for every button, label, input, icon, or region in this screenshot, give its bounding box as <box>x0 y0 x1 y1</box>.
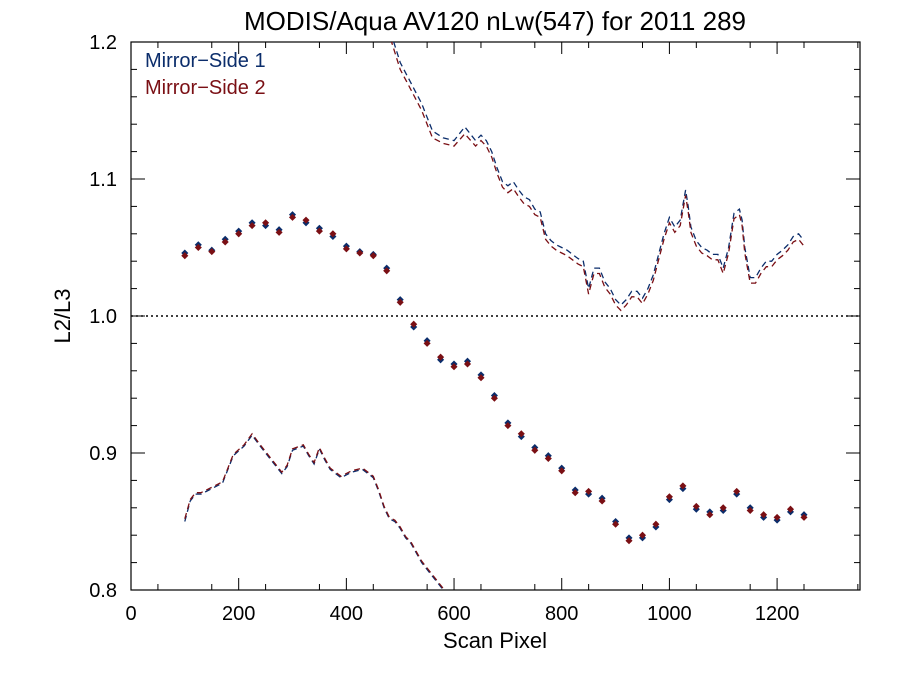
data-point <box>262 219 270 227</box>
data-point <box>221 238 229 246</box>
legend: Mirror−Side 1 Mirror−Side 2 <box>145 50 266 99</box>
data-point <box>625 537 633 545</box>
data-point <box>706 511 714 519</box>
data-point <box>235 230 243 238</box>
data-point <box>450 363 458 371</box>
data-point <box>369 252 377 260</box>
data-point <box>490 394 498 402</box>
series-layer <box>181 42 808 590</box>
data-point <box>760 511 768 519</box>
data-point <box>288 213 297 221</box>
data-point <box>786 505 795 513</box>
data-point <box>571 489 579 497</box>
envelope-line-3 <box>184 432 447 590</box>
data-point <box>612 520 620 528</box>
axis-ticks <box>130 41 860 591</box>
data-point <box>248 222 256 230</box>
data-point <box>544 454 552 463</box>
x-tick-label: 200 <box>222 603 255 625</box>
data-point <box>679 482 687 490</box>
y-tick-label: 1.0 <box>89 306 117 328</box>
data-point <box>410 320 418 328</box>
envelope-line-4 <box>393 42 805 306</box>
x-tick-label: 1200 <box>755 603 800 625</box>
y-axis-title: L2/L3 <box>50 288 75 343</box>
data-point <box>719 504 727 512</box>
data-point <box>208 248 216 256</box>
data-point <box>477 374 485 382</box>
data-point <box>692 502 700 510</box>
legend-entry-mirror-side-1: Mirror−Side 1 <box>145 50 266 72</box>
data-point <box>773 513 781 521</box>
chart-title: MODIS/Aqua AV120 nLw(547) for 2011 289 <box>244 6 746 36</box>
x-tick-label: 1000 <box>647 603 692 625</box>
y-tick-label: 1.2 <box>89 32 117 54</box>
data-point <box>437 353 445 361</box>
axis-tick-labels: 0 200 400 600 800 1000 1200 0.8 0.9 1.0 1.1 1.2 <box>89 32 799 625</box>
legend-entry-mirror-side-2: Mirror−Side 2 <box>145 77 266 99</box>
data-point <box>302 216 310 224</box>
data-point <box>181 252 189 260</box>
y-tick-label: 0.9 <box>89 443 117 465</box>
envelope-line-2 <box>184 434 445 590</box>
data-point <box>733 487 741 495</box>
x-tick-label: 400 <box>330 603 363 625</box>
data-point <box>746 506 754 515</box>
y-tick-label: 0.8 <box>89 580 117 602</box>
data-point <box>638 531 647 539</box>
data-point <box>383 267 391 275</box>
data-point <box>517 430 525 438</box>
x-tick-label: 800 <box>545 603 578 625</box>
envelope-line-5 <box>390 42 805 312</box>
data-point <box>585 487 593 495</box>
data-point <box>652 520 660 528</box>
data-point <box>329 230 337 238</box>
data-point <box>194 243 202 252</box>
data-point <box>558 467 566 475</box>
data-point <box>315 227 323 235</box>
data-point <box>531 446 539 454</box>
data-point <box>275 228 283 236</box>
data-point <box>463 360 472 368</box>
data-point <box>504 422 512 430</box>
y-tick-label: 1.1 <box>89 169 117 191</box>
data-point <box>356 249 364 257</box>
data-point <box>423 339 431 347</box>
data-point <box>396 298 404 306</box>
x-tick-label: 600 <box>437 603 470 625</box>
data-point <box>598 497 606 505</box>
x-axis-title: Scan Pixel <box>443 628 547 653</box>
data-point <box>800 513 808 521</box>
data-point <box>342 245 350 253</box>
data-point <box>665 493 673 501</box>
x-tick-label: 0 <box>125 603 136 625</box>
